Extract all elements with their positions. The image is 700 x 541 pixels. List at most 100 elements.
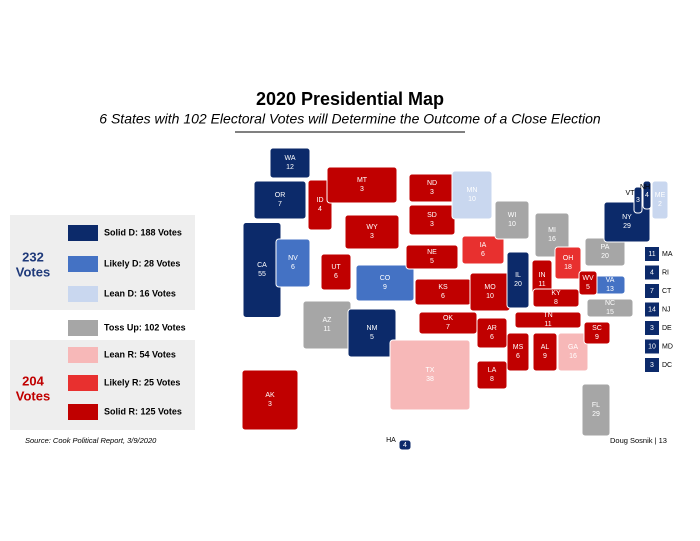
state-abbr: VT (626, 190, 636, 197)
small-state-votes: 7 (650, 288, 654, 295)
state (320, 253, 352, 291)
dem-total-unit: Votes (16, 264, 50, 279)
small-state-box (645, 321, 659, 335)
legend-swatch (68, 375, 98, 391)
source: Source: Cook Political Report, 3/9/2020 (25, 436, 157, 445)
state-abbr: WI (508, 212, 517, 219)
state-abbr: MI (548, 227, 556, 234)
state-abbr: IA (480, 242, 487, 249)
state (307, 179, 333, 231)
state-abbr: VA (606, 277, 615, 284)
state-votes: 6 (516, 353, 520, 360)
small-state-abbr: MD (662, 343, 673, 350)
small-state-votes: 11 (648, 251, 655, 258)
state (405, 244, 459, 270)
state-votes: 10 (486, 293, 494, 300)
legend-label: Likely D: 28 Votes (104, 258, 180, 268)
state-abbr: UT (331, 264, 341, 271)
small-state-box (645, 265, 659, 280)
state-votes: 5 (370, 334, 374, 341)
state (642, 180, 652, 210)
state-votes: 20 (514, 281, 522, 288)
legend-swatch (68, 286, 98, 302)
legend-swatch (68, 320, 98, 336)
state-votes: 29 (623, 223, 631, 230)
state-votes: 16 (548, 236, 556, 243)
state-votes: 7 (446, 324, 450, 331)
state-abbr: MS (513, 344, 524, 351)
state-votes: 55 (258, 271, 266, 278)
state-abbr: NE (427, 249, 437, 256)
small-state-abbr: DE (662, 325, 672, 332)
state (408, 204, 456, 236)
state-votes: 3 (360, 186, 364, 193)
state (581, 383, 611, 437)
legend-swatch (68, 225, 98, 241)
state (275, 238, 311, 288)
state-votes: 15 (606, 309, 614, 316)
state-abbr: MT (357, 177, 368, 184)
state (554, 246, 582, 280)
small-state-abbr: RI (662, 269, 669, 276)
small-state-votes: 3 (650, 325, 654, 332)
state-votes: 3 (430, 189, 434, 196)
state (347, 308, 397, 358)
state (269, 147, 311, 179)
small-state-votes: 4 (650, 269, 654, 276)
legend-swatch (68, 404, 98, 420)
state (451, 170, 493, 220)
state-abbr: TX (426, 367, 435, 374)
state (344, 214, 400, 250)
state-votes: 38 (426, 376, 434, 383)
state (557, 332, 589, 372)
state (389, 339, 471, 411)
state-abbr: WY (366, 224, 378, 231)
state-votes: 11 (538, 281, 545, 288)
state-abbr: NH (640, 184, 650, 191)
state-votes: 16 (569, 353, 577, 360)
state-abbr: MN (467, 187, 478, 194)
state-votes: 8 (490, 376, 494, 383)
state-abbr: GA (568, 344, 578, 351)
state-abbr: ME (655, 192, 666, 199)
small-state-box (645, 284, 659, 298)
state-votes: 10 (468, 196, 476, 203)
state-abbr: AZ (323, 317, 333, 324)
state-abbr: AK (265, 392, 275, 399)
state-votes: 10 (508, 221, 516, 228)
state-votes: 3 (636, 197, 640, 204)
state-abbr: CA (257, 262, 267, 269)
state-votes: 4 (645, 192, 649, 199)
state-abbr: CO (380, 275, 391, 282)
state-abbr: NC (605, 300, 615, 307)
small-state-box (645, 358, 659, 372)
state-votes: 3 (370, 233, 374, 240)
small-state-box (645, 339, 659, 354)
state-abbr: AR (487, 325, 497, 332)
state-abbr: FL (592, 402, 600, 409)
state-votes: 4 (403, 442, 407, 449)
small-state-votes: 10 (648, 343, 656, 350)
state (326, 166, 398, 204)
state (532, 288, 580, 308)
state-abbr: OK (443, 315, 453, 322)
state-votes: 12 (286, 164, 294, 171)
legend-label: Toss Up: 102 Votes (104, 322, 186, 332)
legend-label: Solid R: 125 Votes (104, 406, 182, 416)
state (651, 180, 669, 220)
state-votes: 3 (268, 401, 272, 408)
state-abbr: NV (288, 255, 298, 262)
state-abbr: HA (386, 437, 396, 444)
state (633, 186, 643, 214)
state-abbr: ND (427, 180, 437, 187)
state-votes: 9 (595, 334, 599, 341)
small-state-abbr: DC (662, 362, 672, 369)
legend-label: Solid D: 188 Votes (104, 227, 182, 237)
dem-panel (10, 215, 195, 310)
state-abbr: SD (427, 212, 437, 219)
state-votes: 29 (592, 411, 600, 418)
small-state-abbr: NJ (662, 306, 671, 313)
state (461, 235, 505, 265)
state (398, 439, 412, 451)
state-abbr: PA (601, 244, 610, 251)
